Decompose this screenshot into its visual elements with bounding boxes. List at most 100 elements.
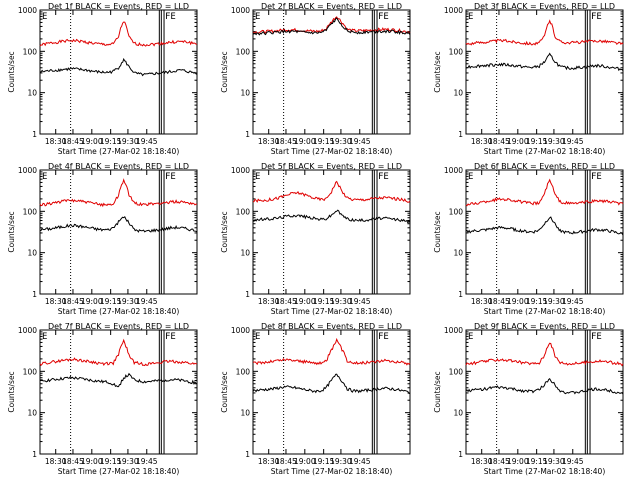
panel-title: Det 4f BLACK = Events, RED = LLD: [48, 162, 189, 171]
y-tick-label: 10: [453, 249, 463, 258]
plot-frame: [252, 329, 411, 455]
x-tick-label: 18:30: [45, 297, 67, 306]
plot-frame: [252, 169, 411, 295]
x-tick-label: 19:30: [543, 457, 565, 466]
marker-label-e-left: E: [42, 172, 47, 182]
y-tick-label: 1: [245, 130, 250, 139]
x-tick-label: 19:30: [117, 137, 139, 146]
lld-series-line: [39, 178, 197, 208]
x-tick-label: 19:15: [313, 137, 335, 146]
marker-label-fe: FE: [591, 12, 602, 22]
x-tick-label: 19:45: [136, 137, 158, 146]
y-tick-label: 100: [449, 47, 464, 56]
x-axis-label: Start Time (27-Mar-02 18:18:40): [58, 147, 180, 156]
marker-label-fe: FE: [591, 332, 602, 342]
x-tick-label: 19:15: [526, 457, 548, 466]
y-axis-label: Counts/sec: [433, 51, 442, 92]
y-tick-label: 10: [240, 89, 250, 98]
marker-label-fe: FE: [165, 12, 176, 22]
marker-label-e-left: E: [255, 172, 260, 182]
y-tick-label: 1: [458, 130, 463, 139]
marker-label-e-left: E: [42, 332, 47, 342]
y-tick-label: 1000: [231, 6, 250, 15]
y-tick-label: 1: [32, 290, 37, 299]
plot-frame: [465, 329, 624, 455]
x-tick-label: 19:00: [507, 457, 529, 466]
y-axis-label: Counts/sec: [7, 51, 16, 92]
lld-series-line: [465, 342, 624, 367]
x-tick-label: 19:45: [349, 457, 371, 466]
x-tick-label: 18:45: [275, 297, 297, 306]
y-tick-label: 10: [453, 89, 463, 98]
lld-series-line: [465, 19, 624, 46]
x-tick-label: 19:15: [313, 297, 335, 306]
x-tick-label: 18:45: [488, 297, 510, 306]
plot-frame: [465, 9, 624, 135]
events-series-line: [39, 57, 198, 77]
x-axis-label: Start Time (27-Mar-02 18:18:40): [271, 467, 393, 476]
y-tick-label: 100: [236, 207, 251, 216]
x-tick-label: 19:00: [294, 457, 316, 466]
x-tick-label: 19:45: [562, 137, 584, 146]
detector-panel-7: Det 7f BLACK = Events, RED = LLD 1 10 100 10…: [7, 322, 198, 476]
x-tick-label: 19:00: [81, 297, 103, 306]
y-tick-label: 10: [27, 249, 37, 258]
x-axis-label: Start Time (27-Mar-02 18:18:40): [484, 467, 606, 476]
y-tick-label: 100: [449, 367, 464, 376]
lld-series-line: [39, 338, 198, 367]
detector-panel-1: Det 1f BLACK = Events, RED = LLD 1 10 100 10…: [7, 2, 198, 156]
events-series-line: [252, 209, 411, 225]
panel-title: Det 7f BLACK = Events, RED = LLD: [48, 322, 189, 331]
marker-label-fe: FE: [378, 12, 389, 22]
lld-series-line: [252, 337, 411, 366]
detector-panel-5: Det 5f BLACK = Events, RED = LLD 1 10 100 10…: [220, 162, 411, 316]
y-tick-label: 100: [23, 367, 38, 376]
plot-frame: [39, 329, 198, 455]
y-tick-label: 1000: [231, 166, 250, 175]
x-tick-label: 19:00: [507, 137, 529, 146]
y-tick-label: 10: [27, 409, 37, 418]
plot-frame: [252, 9, 411, 135]
x-tick-label: 19:30: [117, 457, 139, 466]
marker-label-e-left: E: [255, 332, 260, 342]
y-tick-label: 1000: [18, 166, 37, 175]
x-tick-label: 19:15: [526, 137, 548, 146]
plot-frame: [39, 169, 198, 295]
x-tick-label: 19:00: [81, 137, 103, 146]
detector-panel-4: Det 4f BLACK = Events, RED = LLD 1 10 100 10…: [7, 162, 198, 316]
events-series-line: [40, 372, 198, 388]
marker-label-fe: FE: [378, 172, 389, 182]
panel-title: Det 6f BLACK = Events, RED = LLD: [474, 162, 615, 171]
detector-panel-6: Det 6f BLACK = Events, RED = LLD 1 10 100 10…: [433, 162, 624, 316]
x-tick-label: 18:45: [62, 457, 84, 466]
x-axis-label: Start Time (27-Mar-02 18:18:40): [271, 307, 393, 316]
marker-label-fe: FE: [591, 172, 602, 182]
x-tick-label: 19:15: [100, 297, 122, 306]
lld-series-line: [465, 178, 624, 207]
detector-panel-3: Det 3f BLACK = Events, RED = LLD 1 10 100 10…: [433, 2, 624, 156]
x-tick-label: 19:00: [294, 137, 316, 146]
x-axis-label: Start Time (27-Mar-02 18:18:40): [271, 147, 393, 156]
x-tick-label: 18:30: [258, 297, 280, 306]
marker-label-e-left: E: [255, 12, 260, 22]
y-tick-label: 1000: [231, 326, 250, 335]
x-tick-label: 18:30: [258, 457, 280, 466]
y-axis-label: Counts/sec: [433, 211, 442, 252]
y-tick-label: 1: [245, 290, 250, 299]
x-tick-label: 18:30: [45, 457, 67, 466]
x-tick-label: 19:45: [136, 457, 158, 466]
events-series-line: [465, 216, 624, 236]
x-tick-label: 19:45: [562, 457, 584, 466]
x-tick-label: 18:30: [471, 457, 493, 466]
x-axis-label: Start Time (27-Mar-02 18:18:40): [484, 307, 606, 316]
marker-label-fe: FE: [165, 172, 176, 182]
y-tick-label: 10: [453, 409, 463, 418]
events-series-line: [465, 52, 624, 72]
y-tick-label: 1: [458, 450, 463, 459]
panel-title: Det 2f BLACK = Events, RED = LLD: [261, 2, 402, 11]
y-tick-label: 1000: [18, 326, 37, 335]
y-tick-label: 10: [27, 89, 37, 98]
x-tick-label: 19:30: [330, 137, 352, 146]
y-axis-label: Counts/sec: [7, 211, 16, 252]
x-tick-label: 19:30: [543, 297, 565, 306]
